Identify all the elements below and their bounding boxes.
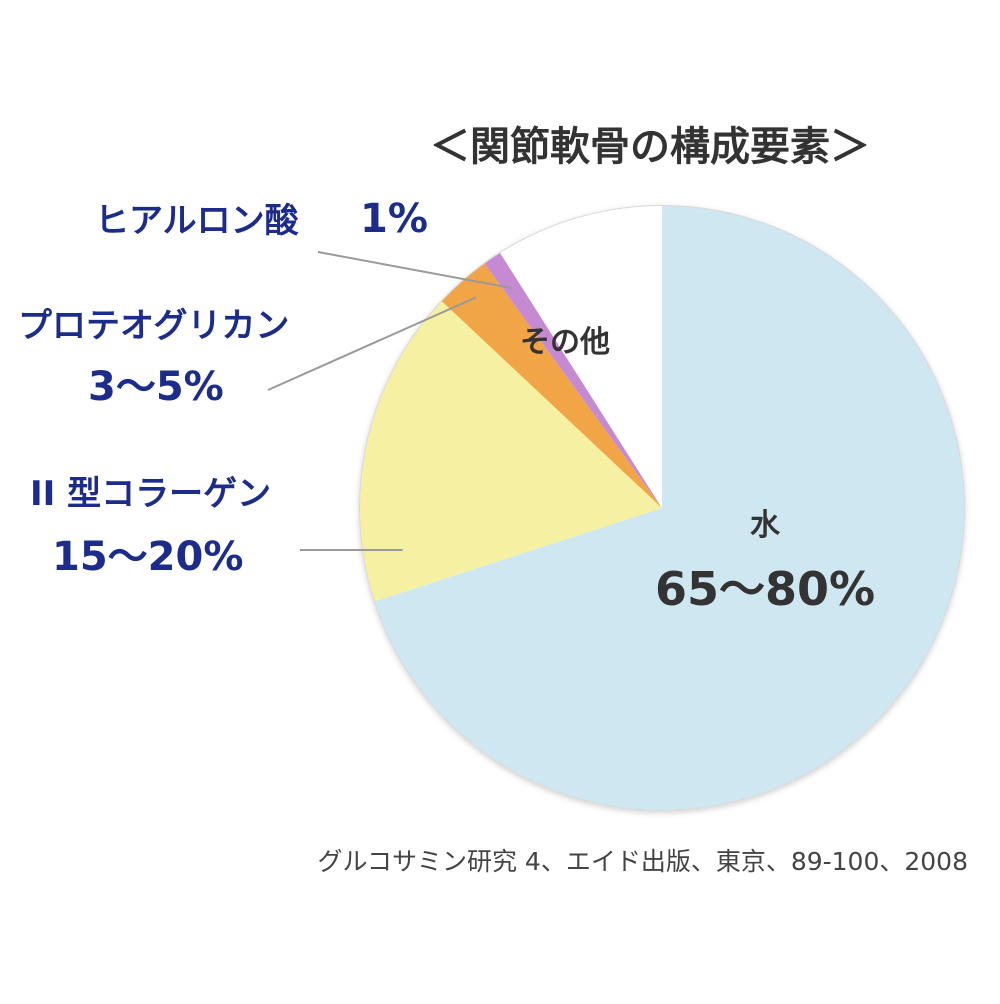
pie-slice-0 xyxy=(374,206,964,810)
pie-slice-4 xyxy=(500,206,662,508)
leaders-layer xyxy=(267,251,513,551)
slices-layer xyxy=(359,206,964,810)
source-citation: グルコサミン研究 4、エイド出版、東京、89-100、2008 xyxy=(317,847,968,876)
pie-slice-1 xyxy=(359,301,662,602)
slice-label-2-name: プロテオグリカン xyxy=(18,306,289,346)
slice-label-4-name: その他 xyxy=(520,325,610,360)
pie-slice-2 xyxy=(441,263,662,508)
slice-label-3-value: 1% xyxy=(360,196,428,242)
slice-label-1-value: 15〜20% xyxy=(52,534,243,580)
slice-label-1-name: II 型コラーゲン xyxy=(30,474,271,514)
chart-title: ＜関節軟骨の構成要素＞ xyxy=(430,124,870,170)
labels-layer: 水 65〜80% II 型コラーゲン 15〜20% プロテオグリカン 3〜5% ヒアルロン酸… xyxy=(18,196,875,616)
slice-label-0-value: 65〜80% xyxy=(655,562,875,616)
slice-label-3-name: ヒアルロン酸 xyxy=(95,201,300,241)
leader-line-3 xyxy=(317,251,513,290)
leader-line-2 xyxy=(267,296,477,391)
slice-label-0-name: 水 xyxy=(750,508,781,543)
slice-label-2-value: 3〜5% xyxy=(88,364,224,410)
pie-slice-3 xyxy=(484,253,662,508)
